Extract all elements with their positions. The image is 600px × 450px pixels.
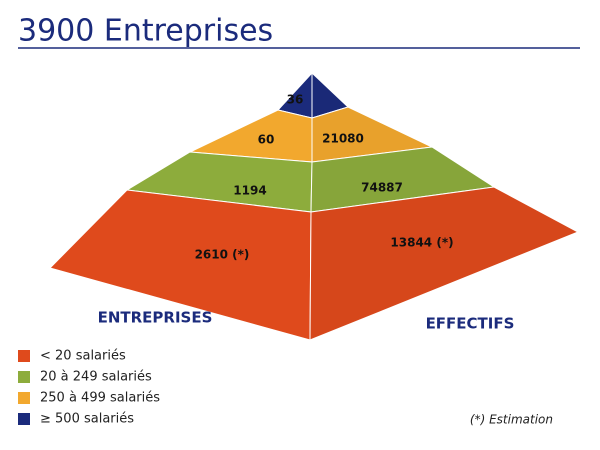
level-left-value: 1194 — [233, 184, 266, 198]
legend-label: ≥ 500 salariés — [40, 412, 134, 427]
legend-swatch — [18, 371, 30, 383]
pyramid: 36 60 21080 1194 74887 2610 (*) 13844 (*) — [49, 71, 580, 341]
level-left-value: 2610 (*) — [195, 248, 250, 262]
legend-label: 250 à 499 salariés — [40, 391, 160, 406]
legend: < 20 salariés 20 à 249 salariés 250 à 499 … — [18, 349, 160, 427]
level-right-value: 21080 — [322, 132, 364, 146]
level-left-value: 60 — [258, 133, 275, 147]
legend-label: < 20 salariés — [40, 349, 126, 364]
legend-swatch — [18, 350, 30, 362]
legend-swatch — [18, 413, 30, 425]
footnote: (*) Estimation — [470, 413, 553, 427]
title: 3900 Entreprises — [18, 14, 273, 49]
legend-label: 20 à 249 salariés — [40, 370, 152, 385]
face-label-right: EFFECTIFS — [426, 315, 515, 333]
level-left-value: 36 — [287, 93, 304, 107]
face-label-left: ENTREPRISES — [98, 309, 213, 327]
legend-swatch — [18, 392, 30, 404]
level-right-value: 74887 — [361, 181, 403, 195]
pyramid-right-face — [309, 186, 580, 341]
level-right-value: 13844 (*) — [390, 236, 453, 250]
